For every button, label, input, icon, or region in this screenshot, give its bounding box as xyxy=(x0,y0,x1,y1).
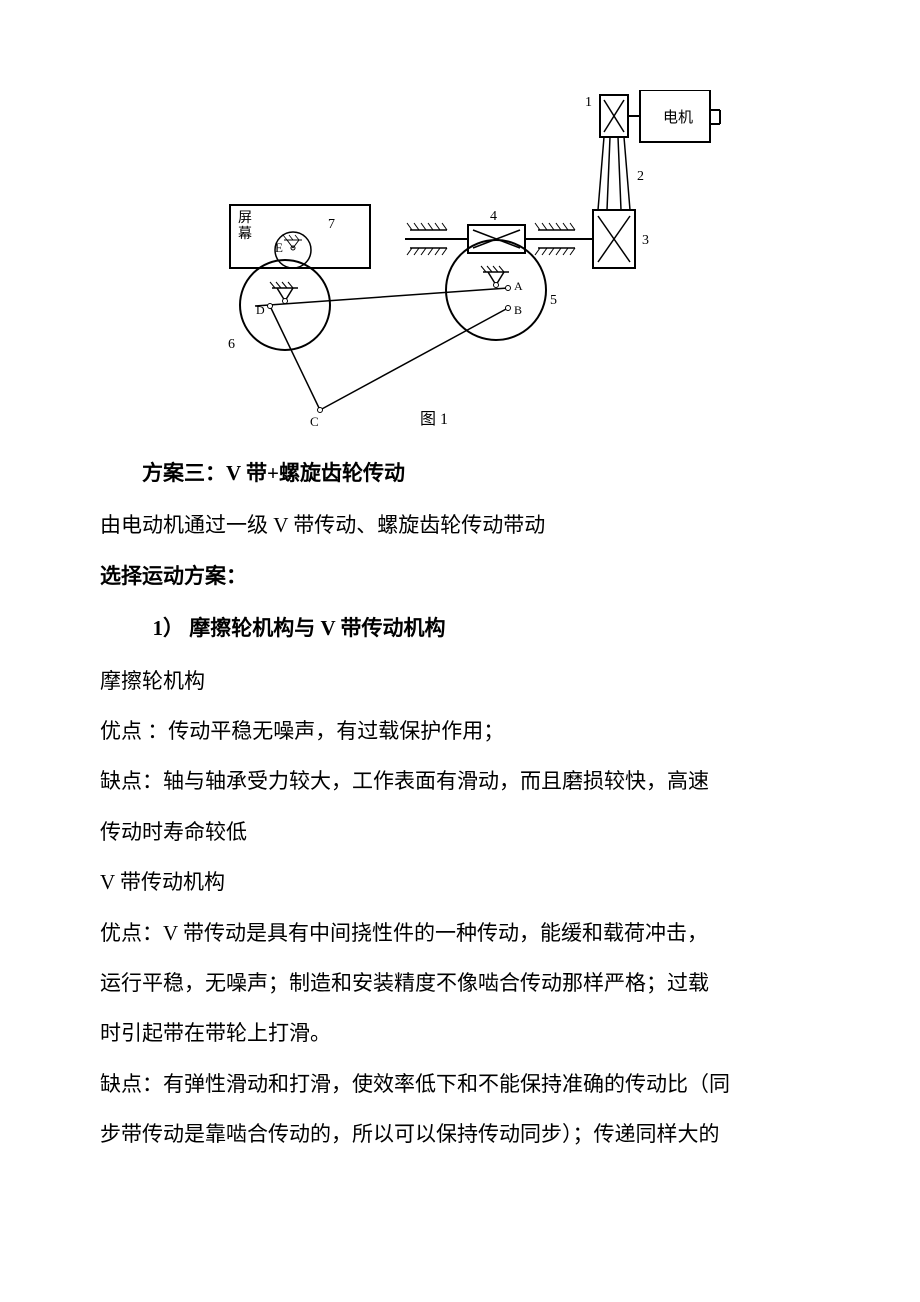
point-C: C xyxy=(310,414,319,429)
label-2: 2 xyxy=(637,169,644,184)
label-7: 7 xyxy=(328,217,335,232)
ground-right xyxy=(481,266,509,288)
friction-title: 摩擦轮机构 xyxy=(100,656,820,706)
mechanism-diagram-container: 电机 1 2 3 xyxy=(100,90,820,430)
select-heading: 选择运动方案： xyxy=(100,551,820,601)
item-1-heading: 1） 摩擦轮机构与 V 带传动机构 xyxy=(100,603,820,653)
screen-label-1: 屏 xyxy=(238,211,252,226)
vbelt-disadv-1: 缺点：有弹性滑动和打滑，使效率低下和不能保持准确的传动比（同 xyxy=(100,1059,820,1109)
vbelt-disadv-2: 步带传动是靠啮合传动的，所以可以保持传动同步）；传递同样大的 xyxy=(100,1109,820,1159)
scheme-3-desc: 由电动机通过一级 V 带传动、螺旋齿轮传动带动 xyxy=(100,500,820,550)
vbelt-adv-2: 运行平稳，无噪声；制造和安装精度不像啮合传动那样严格；过载 xyxy=(100,958,820,1008)
label-4: 4 xyxy=(490,209,497,224)
diagram-svg: 电机 1 2 3 xyxy=(180,90,740,430)
point-A: A xyxy=(514,279,523,293)
vbelt-title: V 带传动机构 xyxy=(100,857,820,907)
ground-E xyxy=(283,235,302,250)
label-E: E xyxy=(275,240,283,255)
label-1: 1 xyxy=(585,95,592,110)
figure-caption: 图 1 xyxy=(420,411,448,428)
point-D: D xyxy=(256,303,265,317)
friction-disadv-1: 缺点：轴与轴承受力较大，工作表面有滑动，而且磨损较快，高速 xyxy=(100,756,820,806)
screen-label-2: 幕 xyxy=(238,226,252,242)
vbelt-adv-1: 优点：V 带传动是具有中间挠性件的一种传动，能缓和载荷冲击， xyxy=(100,908,820,958)
motor-label: 电机 xyxy=(663,109,693,126)
friction-adv: 优点 ：传动平稳无噪声，有过载保护作用； xyxy=(100,706,820,756)
point-B: B xyxy=(514,303,522,317)
ground-left xyxy=(270,282,298,304)
label-6: 6 xyxy=(228,337,235,352)
vbelt-adv-3: 时引起带在带轮上打滑。 xyxy=(100,1008,820,1058)
friction-disadv-2: 传动时寿命较低 xyxy=(100,807,820,857)
scheme-3-title: 方案三：V 带+螺旋齿轮传动 xyxy=(100,448,820,498)
label-3: 3 xyxy=(642,233,649,248)
label-5: 5 xyxy=(550,293,557,308)
mechanism-diagram: 电机 1 2 3 xyxy=(180,90,740,430)
